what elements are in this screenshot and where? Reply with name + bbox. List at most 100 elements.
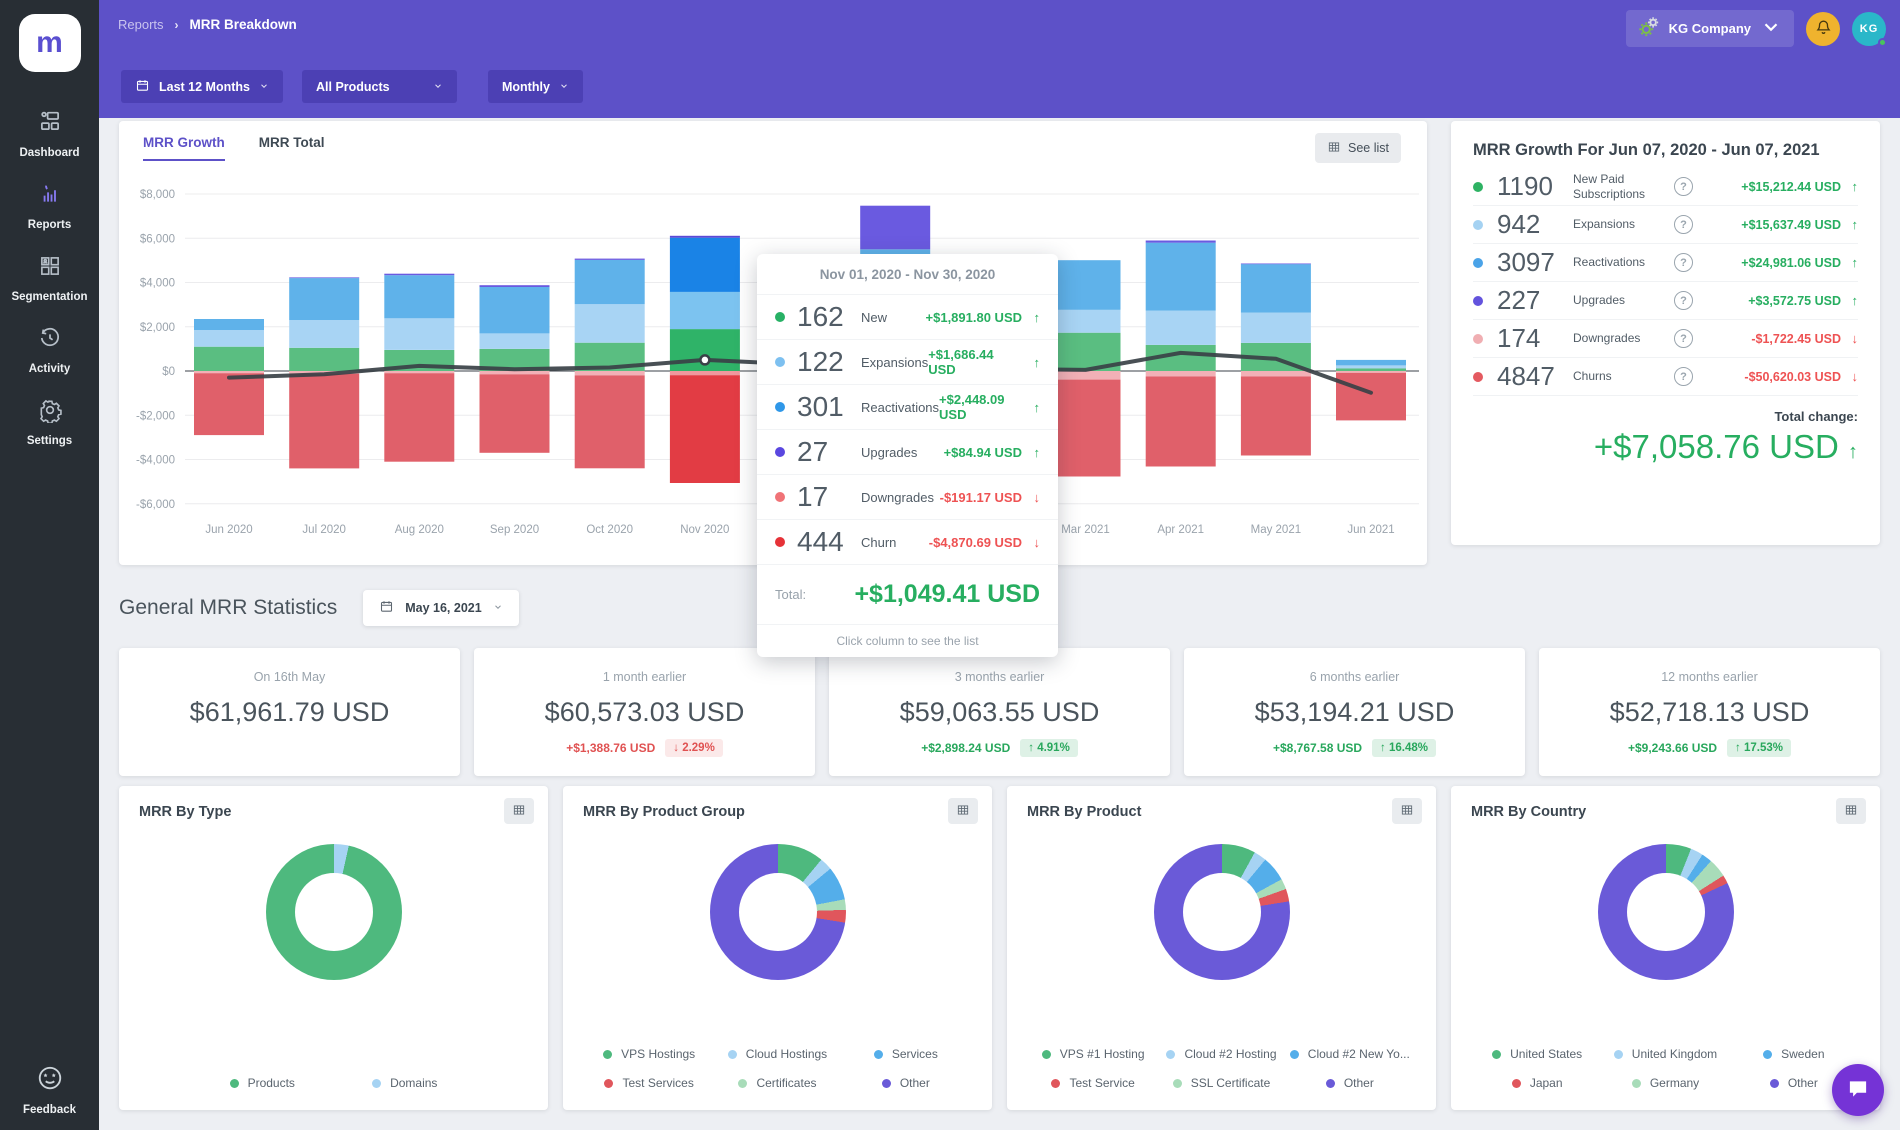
legend-item-cloud-2-new-yo: Cloud #2 New Yo...: [1286, 1047, 1414, 1061]
legend-item-ssl-certificate: SSL Certificate: [1157, 1076, 1285, 1090]
interval-filter[interactable]: Monthly: [488, 70, 583, 103]
trend-up-icon: ↑: [1033, 399, 1041, 415]
tooltip-row-downgrades: 17 Downgrades -$191.17 USD ↓: [757, 474, 1058, 519]
notifications-button[interactable]: [1806, 11, 1840, 46]
logo-letter: m: [36, 26, 63, 59]
legend-label: Test Service: [1069, 1076, 1135, 1090]
donut-chart[interactable]: [1153, 844, 1290, 980]
donut-legend: United States United Kingdom Sweden Japa…: [1473, 1047, 1858, 1090]
breadcrumb-section[interactable]: Reports: [118, 17, 164, 32]
tooltip-total: Total: +$1,049.41 USD: [757, 564, 1058, 624]
legend-label: United States: [1510, 1047, 1583, 1061]
legend-label: Germany: [1649, 1076, 1700, 1090]
stat-card-amount: $53,194.21 USD: [1254, 697, 1455, 727]
settings-icon: [37, 397, 63, 428]
trend-up-icon: ↑: [1851, 293, 1859, 308]
growth-count: 174: [1497, 323, 1541, 353]
sidebar: m Dashboard Reports Segmentation Activit…: [0, 0, 99, 1130]
legend-label: Test Services: [622, 1076, 694, 1090]
table-view-button[interactable]: [504, 798, 534, 824]
legend-item-test-services: Test Services: [585, 1076, 713, 1090]
help-icon[interactable]: ?: [1674, 215, 1693, 234]
sidebar-item-reports[interactable]: Reports: [0, 170, 99, 242]
trend-down-icon: ↓: [1851, 369, 1859, 384]
donut-card-title: MRR By Country: [1471, 804, 1587, 820]
donut-chart[interactable]: [265, 844, 402, 980]
trend-down-icon: ↓: [1033, 489, 1041, 505]
stat-card-title: 6 months earlier: [1309, 670, 1400, 684]
stats-date-picker[interactable]: May 16, 2021: [363, 590, 519, 626]
legend-item-certificates: Certificates: [713, 1076, 841, 1090]
legend-label: Products: [247, 1076, 295, 1090]
tooltip-rows: 162 New +$1,891.80 USD ↑ 122 Expansions …: [757, 294, 1058, 564]
company-switcher[interactable]: KG Company: [1625, 10, 1794, 47]
stat-percent-badge: ↑ 4.91%: [1020, 739, 1078, 757]
trend-up-icon: ↑: [1033, 354, 1041, 370]
tooltip-total-label: Total:: [775, 587, 807, 602]
help-icon[interactable]: ?: [1674, 291, 1693, 310]
stat-card-amount: $52,718.13 USD: [1609, 697, 1810, 727]
tooltip-count: 301: [797, 391, 844, 422]
stat-card-title: 1 month earlier: [602, 670, 687, 684]
help-icon[interactable]: ?: [1674, 253, 1693, 272]
chat-launcher-button[interactable]: [1832, 1064, 1884, 1116]
legend-item-united-states: United States: [1473, 1047, 1601, 1061]
legend-item-test-service: Test Service: [1029, 1076, 1157, 1090]
legend-dot-icon: [604, 1078, 614, 1088]
stat-card-6-months-earlier: 6 months earlier $53,194.21 USD +$8,767.…: [1184, 648, 1525, 776]
svg-text:Jun 2020: Jun 2020: [205, 524, 252, 536]
sidebar-item-dashboard[interactable]: Dashboard: [0, 98, 99, 170]
donut-chart[interactable]: [709, 844, 846, 980]
trend-up-icon: ↑: [1851, 255, 1859, 270]
growth-value: -$1,722.45 USD: [1751, 331, 1841, 346]
table-view-button[interactable]: [1836, 798, 1866, 824]
table-view-button[interactable]: [1392, 798, 1422, 824]
stat-delta-value: +$8,767.58 USD: [1272, 741, 1363, 755]
activity-icon: [37, 325, 63, 356]
bell-icon: [1814, 18, 1833, 40]
legend-dot-icon: [1041, 1049, 1051, 1059]
sidebar-item-activity[interactable]: Activity: [0, 314, 99, 386]
tooltip-date-range: Nov 01, 2020 - Nov 30, 2020: [819, 266, 996, 282]
stats-cards-row: On 16th May $61,961.79 USD 1 month earli…: [119, 648, 1880, 776]
date-range-filter[interactable]: Last 12 Months: [121, 70, 283, 103]
tooltip-value: +$84.94 USD: [943, 444, 1022, 460]
legend-item-domains: Domains: [334, 1076, 477, 1090]
trend-up-icon: ↑: [1848, 441, 1858, 463]
see-list-button[interactable]: See list: [1315, 133, 1401, 163]
breadcrumb-page: MRR Breakdown: [189, 17, 297, 32]
tab-mrr-growth[interactable]: MRR Growth: [143, 135, 225, 161]
trend-up-icon: ↑: [1851, 179, 1859, 194]
help-icon[interactable]: ?: [1674, 367, 1693, 386]
donut-chart[interactable]: [1597, 844, 1734, 980]
tooltip-label: Expansions: [861, 354, 929, 370]
product-filter[interactable]: All Products: [302, 70, 457, 103]
stat-delta: +$1,388.76 USD ↓ 2.29%: [474, 739, 815, 757]
stat-percent-badge: ↓ 2.29%: [665, 739, 723, 757]
tab-mrr-total[interactable]: MRR Total: [258, 135, 325, 150]
stat-card-title: 12 months earlier: [1661, 670, 1758, 684]
table-view-button[interactable]: [948, 798, 978, 824]
sidebar-item-segmentation[interactable]: Segmentation: [0, 242, 99, 314]
segmentation-icon: [37, 253, 63, 284]
growth-value: +$3,572.75 USD: [1748, 293, 1841, 308]
user-avatar[interactable]: KG: [1852, 11, 1887, 47]
help-icon[interactable]: ?: [1674, 177, 1693, 196]
growth-label: Downgrades: [1573, 331, 1641, 346]
legend-dot-icon: [881, 1078, 891, 1088]
svg-text:May 2021: May 2021: [1251, 524, 1302, 536]
growth-value: +$15,637.49 USD: [1741, 217, 1841, 232]
table-icon: [1327, 140, 1341, 157]
svg-text:$6,000: $6,000: [140, 233, 175, 245]
feedback-icon: [35, 1063, 65, 1098]
legend-dot-icon: [372, 1078, 382, 1088]
sidebar-item-settings[interactable]: Settings: [0, 386, 99, 458]
app-logo[interactable]: m: [18, 14, 81, 72]
tooltip-count: 122: [797, 346, 844, 377]
stat-card-3-months-earlier: 3 months earlier $59,063.55 USD +$2,898.…: [829, 648, 1170, 776]
help-icon[interactable]: ?: [1674, 329, 1693, 348]
donut-card-mrr-by-country: MRR By Country United States United King…: [1451, 786, 1880, 1110]
tooltip-row-upgrades: 27 Upgrades +$84.94 USD ↑: [757, 429, 1058, 474]
sidebar-item-feedback[interactable]: Feedback: [0, 1063, 99, 1116]
growth-row-downgrades: 174 Downgrades ? -$1,722.45 USD ↓: [1473, 320, 1858, 358]
